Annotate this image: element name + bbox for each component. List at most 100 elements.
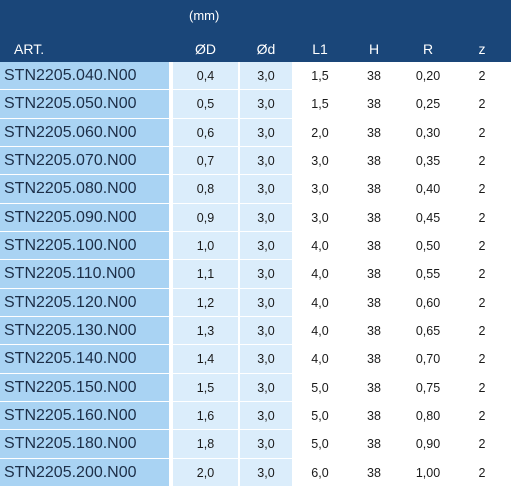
- outer-diameter-cell: 1,3: [173, 316, 238, 345]
- column-gap: [238, 373, 240, 401]
- article-cell: STN2205.120.N00: [0, 288, 169, 316]
- shank-diameter-cell: 3,0: [240, 146, 292, 175]
- r-cell: 0,25: [415, 97, 441, 112]
- header-outer-diameter: ØD: [195, 41, 216, 57]
- shank-diameter-cell: 3,0: [240, 90, 292, 118]
- article-cell: STN2205.140.N00: [0, 345, 169, 373]
- l1-cell: 4,0: [311, 267, 329, 282]
- z-cell: 2: [478, 437, 486, 452]
- outer-diameter-cell: 1,1: [173, 260, 238, 288]
- h-cell: 38: [367, 153, 381, 168]
- table-row: STN2205.130.N00 1,3 3,0 4,0 38 0,65 2: [0, 316, 511, 346]
- article-cell: STN2205.090.N00: [0, 203, 169, 231]
- header-z: z: [478, 41, 486, 57]
- outer-diameter-cell: 1,5: [173, 373, 238, 401]
- h-cell: 38: [367, 437, 381, 452]
- column-gap: [169, 231, 173, 260]
- shank-diameter-cell: 3,0: [240, 345, 292, 373]
- r-cell: 0,35: [415, 153, 441, 168]
- shank-diameter-cell: 3,0: [240, 118, 292, 146]
- column-gap: [238, 401, 240, 430]
- article-cell: STN2205.200.N00: [0, 458, 169, 486]
- table-row: STN2205.140.N00 1,4 3,0 4,0 38 0,70 2: [0, 345, 511, 374]
- outer-diameter-cell: 0,8: [173, 175, 238, 203]
- table-row: STN2205.050.N00 0,5 3,0 1,5 38 0,25 2: [0, 90, 511, 119]
- z-cell: 2: [478, 210, 486, 225]
- r-cell: 0,90: [415, 437, 441, 452]
- z-cell: 2: [478, 465, 486, 480]
- table-row: STN2205.100.N00 1,0 3,0 4,0 38 0,50 2: [0, 231, 511, 261]
- shank-diameter-cell: 3,0: [240, 316, 292, 345]
- l1-cell: 4,0: [311, 295, 329, 310]
- table-row: STN2205.110.N00 1,1 3,0 4,0 38 0,55 2: [0, 260, 511, 289]
- column-gap: [169, 260, 173, 288]
- h-cell: 38: [367, 125, 381, 140]
- column-gap: [238, 288, 240, 316]
- table-row: STN2205.040.N00 0,4 3,0 1,5 38 0,20 2: [0, 62, 511, 91]
- h-cell: 38: [367, 210, 381, 225]
- shank-diameter-cell: 3,0: [240, 203, 292, 231]
- table-body: STN2205.040.N00 0,4 3,0 1,5 38 0,20 2 STN2205.0…: [0, 62, 511, 487]
- column-gap: [238, 90, 240, 118]
- column-gap: [169, 62, 173, 90]
- outer-diameter-cell: 0,9: [173, 203, 238, 231]
- column-gap: [238, 231, 240, 260]
- column-gap: [238, 458, 240, 486]
- column-gap: [169, 146, 173, 175]
- column-gap: [169, 345, 173, 373]
- table-row: STN2205.120.N00 1,2 3,0 4,0 38 0,60 2: [0, 288, 511, 317]
- h-cell: 38: [367, 182, 381, 197]
- r-cell: 0,55: [415, 267, 441, 282]
- outer-diameter-cell: 0,6: [173, 118, 238, 146]
- column-gap: [238, 203, 240, 231]
- z-cell: 2: [478, 238, 486, 253]
- table-row: STN2205.080.N00 0,8 3,0 3,0 38 0,40 2: [0, 175, 511, 204]
- header-r: R: [422, 41, 434, 57]
- table-row: STN2205.070.N00 0,7 3,0 3,0 38 0,35 2: [0, 146, 511, 176]
- outer-diameter-cell: 1,6: [173, 401, 238, 430]
- h-cell: 38: [367, 69, 381, 83]
- h-cell: 38: [367, 238, 381, 253]
- r-cell: 0,30: [415, 125, 441, 140]
- column-gap: [169, 430, 173, 458]
- column-gap: [238, 118, 240, 146]
- shank-diameter-cell: 3,0: [240, 458, 292, 486]
- z-cell: 2: [478, 69, 486, 83]
- z-cell: 2: [478, 352, 486, 367]
- r-cell: 0,65: [415, 323, 441, 338]
- z-cell: 2: [478, 153, 486, 168]
- l1-cell: 5,0: [311, 437, 329, 452]
- shank-diameter-cell: 3,0: [240, 430, 292, 458]
- l1-cell: 4,0: [311, 352, 329, 367]
- column-gap: [238, 430, 240, 458]
- outer-diameter-cell: 0,5: [173, 90, 238, 118]
- table-row: STN2205.160.N00 1,6 3,0 5,0 38 0,80 2: [0, 401, 511, 431]
- h-cell: 38: [367, 465, 381, 480]
- z-cell: 2: [478, 267, 486, 282]
- h-cell: 38: [367, 267, 381, 282]
- article-cell: STN2205.050.N00: [0, 90, 169, 118]
- column-gap: [238, 316, 240, 345]
- column-gap: [169, 401, 173, 430]
- column-gap: [169, 203, 173, 231]
- article-cell: STN2205.160.N00: [0, 401, 169, 430]
- r-cell: 0,60: [415, 295, 441, 310]
- column-gap: [169, 373, 173, 401]
- column-gap: [238, 146, 240, 175]
- shank-diameter-cell: 3,0: [240, 175, 292, 203]
- header-art: ART.: [14, 41, 45, 57]
- shank-diameter-cell: 3,0: [240, 231, 292, 260]
- r-cell: 0,80: [415, 408, 441, 423]
- l1-cell: 3,0: [311, 153, 329, 168]
- l1-cell: 4,0: [311, 323, 329, 338]
- column-gap: [169, 90, 173, 118]
- outer-diameter-cell: 0,4: [173, 62, 238, 90]
- l1-cell: 1,5: [311, 69, 329, 83]
- article-cell: STN2205.100.N00: [0, 231, 169, 260]
- column-gap: [169, 458, 173, 486]
- article-cell: STN2205.040.N00: [0, 62, 169, 90]
- h-cell: 38: [367, 408, 381, 423]
- shank-diameter-cell: 3,0: [240, 260, 292, 288]
- article-cell: STN2205.130.N00: [0, 316, 169, 345]
